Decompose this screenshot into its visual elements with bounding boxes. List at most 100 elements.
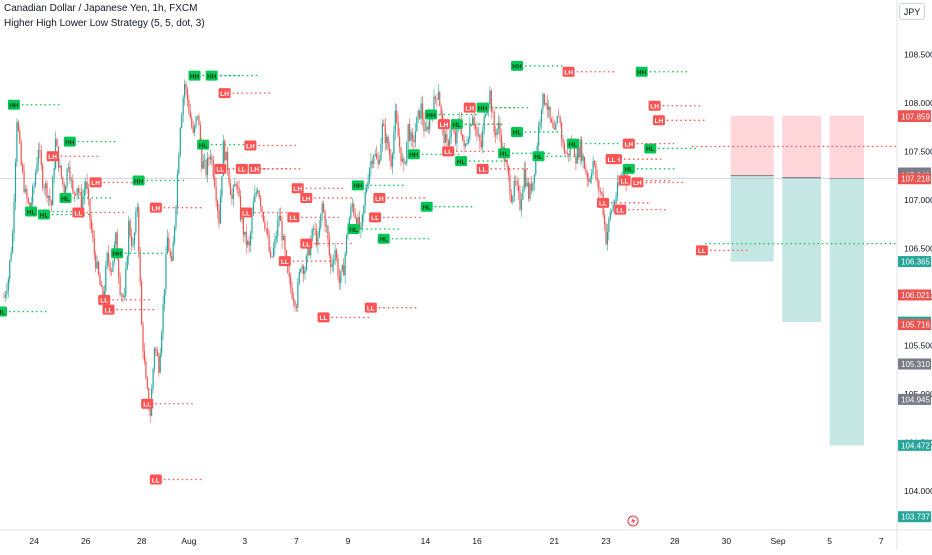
candle-body bbox=[388, 148, 391, 156]
candle-body bbox=[368, 168, 371, 182]
candle-body bbox=[195, 116, 197, 126]
pivot-marker-hh bbox=[425, 109, 437, 120]
candle-body bbox=[535, 154, 537, 175]
x-tick-label: 7 bbox=[879, 536, 884, 546]
candle-body bbox=[437, 92, 439, 100]
candle-body bbox=[397, 122, 399, 137]
candle-body bbox=[341, 265, 343, 271]
candle-body bbox=[143, 351, 146, 362]
candle-body bbox=[542, 93, 544, 110]
candle-body bbox=[77, 188, 80, 193]
candle-body bbox=[440, 105, 442, 115]
price-axis[interactable]: 108.500 108.000 107.500 107.000 106.500 106.0… bbox=[898, 49, 932, 523]
pivot-marker-hl bbox=[622, 163, 635, 174]
candle-body bbox=[545, 103, 547, 105]
pivot-marker-label: LL bbox=[289, 215, 297, 222]
candle-body bbox=[44, 183, 47, 189]
candle-body bbox=[434, 96, 437, 99]
candle-body bbox=[301, 266, 303, 269]
candle-body bbox=[122, 294, 124, 298]
pivot-marker-label: LL bbox=[302, 241, 310, 248]
pivot-marker-lh bbox=[218, 88, 231, 99]
candle-body bbox=[419, 110, 421, 119]
pivot-marker-ll bbox=[141, 398, 154, 409]
candle-body bbox=[152, 368, 154, 390]
pivot-marker-ll bbox=[240, 207, 253, 218]
candle-body bbox=[591, 173, 593, 179]
candle-body bbox=[284, 236, 286, 251]
candle-body bbox=[136, 207, 138, 213]
candle-body bbox=[403, 158, 405, 164]
candle-body bbox=[216, 201, 219, 211]
pivot-marker-label: HH bbox=[65, 139, 75, 146]
candle-body bbox=[196, 115, 199, 117]
candle-body bbox=[211, 156, 213, 160]
candle-body bbox=[26, 189, 28, 199]
candle-body bbox=[241, 217, 243, 220]
candle-body bbox=[206, 157, 209, 175]
indicator-label[interactable]: Higher High Lower Low Strategy (5, 5, do… bbox=[4, 18, 205, 29]
candle-body bbox=[141, 281, 143, 325]
positions-layer[interactable] bbox=[730, 115, 864, 446]
currency-button[interactable]: JPY bbox=[899, 3, 925, 20]
candle-body bbox=[489, 90, 491, 105]
candle-body bbox=[593, 161, 596, 165]
candle-body bbox=[519, 191, 521, 210]
pivot-marker-lh bbox=[300, 192, 313, 203]
candle-body bbox=[317, 236, 319, 245]
pivot-marker-label: HH bbox=[112, 251, 122, 258]
time-axis[interactable]: 24 26 28 Aug 3 7 9 14 16 21 23 28 30 Sep 5 7 bbox=[29, 515, 884, 546]
pivot-marker-label: HH bbox=[637, 70, 647, 77]
candle-body bbox=[185, 84, 187, 89]
candle-body bbox=[172, 242, 174, 261]
candle-body bbox=[168, 237, 170, 252]
candle-body bbox=[95, 254, 97, 269]
candle-body bbox=[182, 97, 184, 116]
candle-body bbox=[244, 231, 246, 235]
candle-body bbox=[92, 229, 94, 239]
pivot-marker-hl bbox=[532, 151, 545, 162]
price-label-box bbox=[898, 111, 931, 123]
candle-body bbox=[116, 232, 118, 260]
pivot-marker-lh bbox=[463, 102, 476, 113]
pivot-marker-label: LL bbox=[238, 167, 246, 174]
pivot-marker-label: LL bbox=[143, 402, 151, 409]
pivot-marker-hh bbox=[351, 180, 364, 191]
candle-body bbox=[40, 150, 42, 166]
pivot-marker-lh bbox=[149, 202, 162, 213]
candle-body bbox=[576, 147, 578, 164]
candle-body bbox=[73, 191, 75, 194]
pivot-marker-hl bbox=[0, 306, 7, 317]
candle-body bbox=[67, 167, 70, 169]
candle-body bbox=[350, 207, 352, 218]
stop-zone bbox=[730, 115, 774, 176]
candle-body bbox=[420, 103, 422, 119]
candle-body bbox=[191, 117, 193, 128]
candle-body bbox=[98, 261, 100, 275]
pivot-marker-label: HH bbox=[426, 112, 436, 119]
price-label-text: 103.737 bbox=[901, 513, 930, 522]
pivot-marker-label: LH bbox=[220, 91, 229, 98]
pivot-marker-label: HH bbox=[207, 73, 217, 80]
candle-body bbox=[201, 144, 203, 169]
candle-body bbox=[549, 106, 551, 120]
candle-body bbox=[205, 160, 207, 175]
candle-body bbox=[80, 191, 82, 211]
candle-body bbox=[453, 129, 455, 133]
candle-body bbox=[387, 136, 389, 149]
pivot-marker-hl bbox=[420, 201, 433, 212]
candle-body bbox=[605, 223, 607, 245]
pivot-marker-ll bbox=[149, 474, 162, 485]
candle-body bbox=[60, 165, 62, 178]
pivot-marker-lh bbox=[291, 183, 304, 194]
y-tick-label: 104.000 bbox=[904, 486, 932, 496]
candle-body bbox=[496, 128, 498, 136]
candle-body bbox=[262, 212, 265, 222]
candle-body bbox=[285, 250, 287, 260]
pivot-marker-ll bbox=[98, 294, 111, 305]
event-bolt-glyph bbox=[631, 517, 636, 525]
candle-body bbox=[22, 165, 24, 172]
price-label-text: 105.716 bbox=[901, 321, 930, 330]
